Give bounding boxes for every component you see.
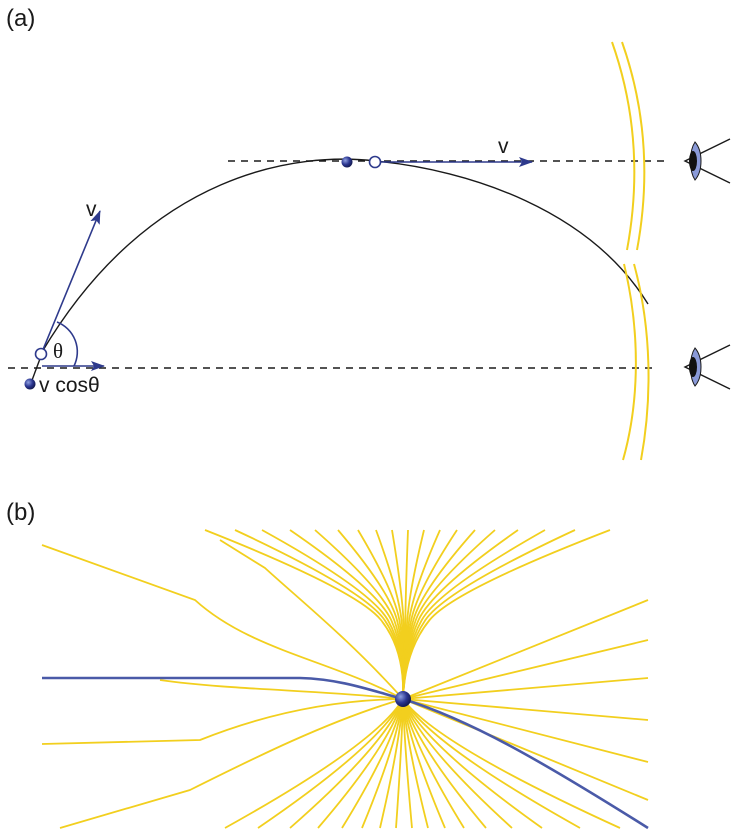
apex-velocity-label: v: [498, 135, 509, 158]
panel-a: (a) v θ v cosθ v: [6, 5, 730, 460]
field-line: [235, 530, 403, 699]
apex-position-marker: [370, 157, 381, 168]
eye-icon: [685, 139, 730, 183]
panel-a-label: (a): [6, 5, 35, 32]
panel-b-label: (b): [6, 499, 35, 526]
angle-label: θ: [53, 339, 63, 363]
field-line: [403, 678, 648, 699]
launch-velocity-label: v: [86, 198, 97, 221]
panel-b: (b): [6, 499, 648, 828]
field-line: [42, 699, 403, 744]
charge-apex: [342, 157, 353, 168]
horizontal-component-label: v cosθ: [39, 374, 100, 397]
retarded-position-marker: [36, 349, 47, 360]
field-line: [403, 699, 648, 762]
field-line: [60, 699, 403, 828]
charge-launch: [25, 379, 36, 390]
field-line: [262, 530, 403, 699]
eye-icon: [685, 345, 730, 389]
field-line: [225, 699, 403, 828]
field-line: [403, 530, 495, 699]
field-line: [42, 545, 403, 699]
field-line: [220, 540, 403, 699]
wavefront-lower-outer: [623, 264, 636, 460]
field-line: [403, 699, 648, 720]
charge-b: [395, 691, 411, 707]
trajectory-arc: [42, 159, 648, 352]
